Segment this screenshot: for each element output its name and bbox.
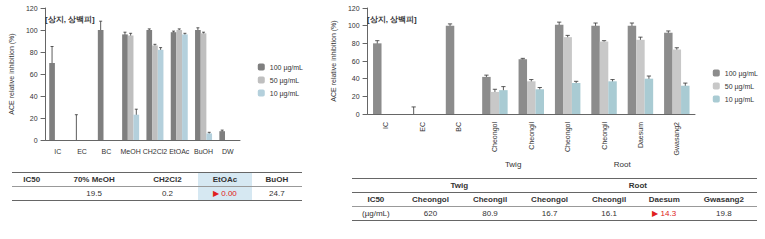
svg-text:100: 100 (26, 27, 38, 34)
svg-text:Cheongil: Cheongil (601, 122, 609, 150)
svg-text:50 µg/mL: 50 µg/mL (725, 83, 754, 91)
svg-text:EtOAc: EtOAc (169, 148, 190, 155)
svg-text:MeOH: MeOH (121, 148, 141, 155)
svg-text:40: 40 (30, 93, 38, 100)
svg-text:ACE relative inhibition (%): ACE relative inhibition (%) (8, 33, 16, 114)
html-text:16.1: 16.1 (601, 209, 617, 218)
svg-text:BC: BC (455, 122, 462, 132)
svg-text:20: 20 (352, 93, 360, 100)
html-text:19.8: 19.8 (716, 209, 732, 218)
svg-text:60: 60 (352, 58, 360, 65)
svg-text:DW: DW (222, 148, 234, 155)
html-text:Daesum: Daesum (648, 195, 680, 204)
svg-text:100 µg/mL: 100 µg/mL (270, 64, 303, 72)
svg-text:EC: EC (419, 122, 426, 132)
svg-text:EC: EC (77, 148, 87, 155)
html-text:0.2: 0.2 (161, 189, 173, 198)
html-text:Gwasang2: Gwasang2 (703, 195, 744, 204)
html-text:24.7: 24.7 (269, 189, 285, 198)
html-text:620: 620 (423, 209, 438, 218)
html-text:IC50: IC50 (23, 175, 41, 184)
svg-text:BC: BC (101, 148, 111, 155)
svg-text:10 µg/mL: 10 µg/mL (270, 90, 299, 98)
html-text:Root: Root (628, 181, 647, 190)
svg-text:120: 120 (26, 5, 38, 12)
html-text:70% MeOH: 70% MeOH (73, 175, 115, 184)
svg-text:Cheongil: Cheongil (528, 122, 536, 150)
html-text:16.7: 16.7 (541, 209, 558, 218)
html-text:EtOAc: EtOAc (212, 175, 238, 184)
svg-text:0: 0 (356, 111, 360, 118)
html-text:Cheongol: Cheongol (531, 195, 568, 204)
svg-text:50 µg/mL: 50 µg/mL (270, 77, 299, 85)
svg-text:100 µg/mL: 100 µg/mL (725, 70, 758, 78)
html-text:Cheongol: Cheongol (412, 195, 449, 204)
svg-text:100: 100 (348, 22, 360, 29)
html-text:Twig: Twig (450, 181, 469, 190)
svg-text:Twig: Twig (505, 160, 521, 169)
svg-text:Cheongol: Cheongol (491, 122, 499, 152)
svg-text:IC: IC (54, 148, 61, 155)
svg-text:Gwasang2: Gwasang2 (673, 122, 681, 156)
svg-text:IC: IC (382, 122, 389, 129)
svg-text:CH2Cl2: CH2Cl2 (143, 148, 168, 155)
html-text:80.9: 80.9 (482, 209, 498, 218)
html-text:19.5: 19.5 (86, 189, 102, 198)
svg-text:Daesum: Daesum (637, 122, 644, 148)
svg-text:[상지, 상백피]: [상지, 상백피] (45, 15, 95, 24)
svg-text:ACE relative inhibition (%): ACE relative inhibition (%) (330, 20, 338, 101)
html-text:▶ 0.00: ▶ 0.00 (213, 189, 237, 198)
html-text:Cheongil: Cheongil (472, 195, 508, 204)
html-text:(µg/mL): (µg/mL) (362, 209, 390, 218)
svg-text:20: 20 (30, 115, 38, 122)
html-text:▶ 14.3: ▶ 14.3 (652, 209, 677, 218)
svg-text:10 µg/mL: 10 µg/mL (725, 96, 754, 104)
svg-text:BuOH: BuOH (194, 148, 213, 155)
svg-text:80: 80 (352, 40, 360, 47)
html-text:CH2Cl2: CH2Cl2 (153, 175, 182, 184)
html-text:BuOH: BuOH (265, 175, 289, 184)
svg-text:40: 40 (352, 75, 360, 82)
html-text:IC50: IC50 (367, 195, 385, 204)
svg-text:[상지, 상백피]: [상지, 상백피] (367, 15, 417, 24)
svg-text:60: 60 (30, 71, 38, 78)
svg-text:Cheongol: Cheongol (564, 122, 572, 152)
svg-text:0: 0 (34, 137, 38, 144)
svg-text:120: 120 (348, 5, 360, 12)
svg-text:80: 80 (30, 49, 38, 56)
svg-text:Root: Root (614, 160, 632, 169)
html-text:Cheongil: Cheongil (592, 195, 627, 204)
